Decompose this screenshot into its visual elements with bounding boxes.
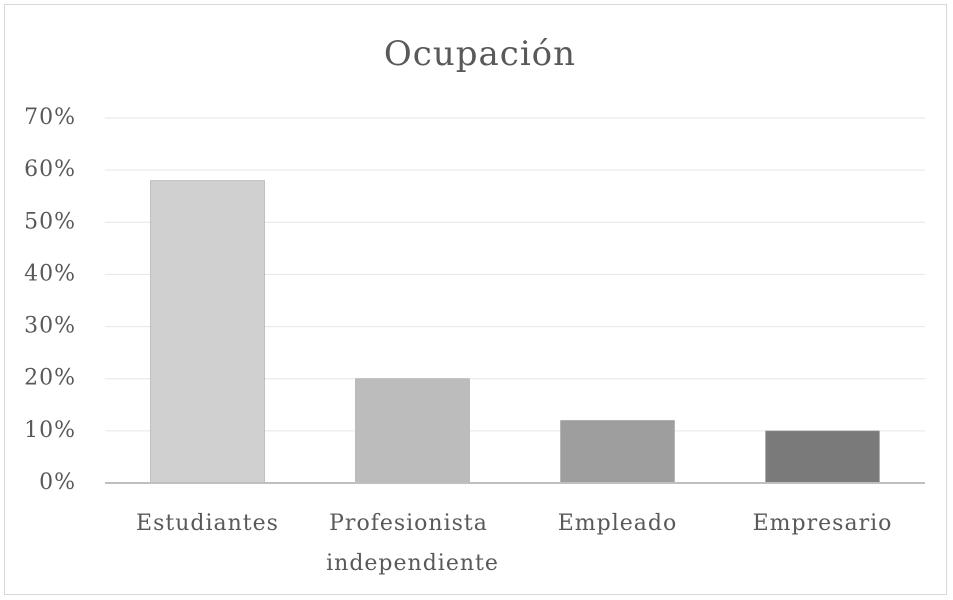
y-tick-label: 0% [39, 470, 76, 495]
y-tick-label: 40% [24, 261, 76, 286]
x-tick-label: Estudiantes [136, 511, 279, 536]
bar [560, 420, 675, 484]
bar [355, 378, 470, 484]
y-tick-label: 10% [24, 418, 76, 443]
chart-border [4, 4, 947, 595]
x-tick-label: Empresario [753, 511, 893, 536]
y-tick-label: 60% [24, 157, 76, 182]
y-tick-label: 50% [24, 209, 76, 234]
y-tick-label: 20% [24, 366, 76, 391]
bar [765, 430, 880, 484]
y-tick-label: 70% [24, 105, 76, 130]
y-tick-label: 30% [24, 314, 76, 339]
bar [150, 180, 265, 484]
chart-title: Ocupación [384, 34, 576, 74]
x-tick-label: Profesionista independiente [326, 511, 499, 576]
x-tick-label: Empleado [558, 511, 678, 536]
